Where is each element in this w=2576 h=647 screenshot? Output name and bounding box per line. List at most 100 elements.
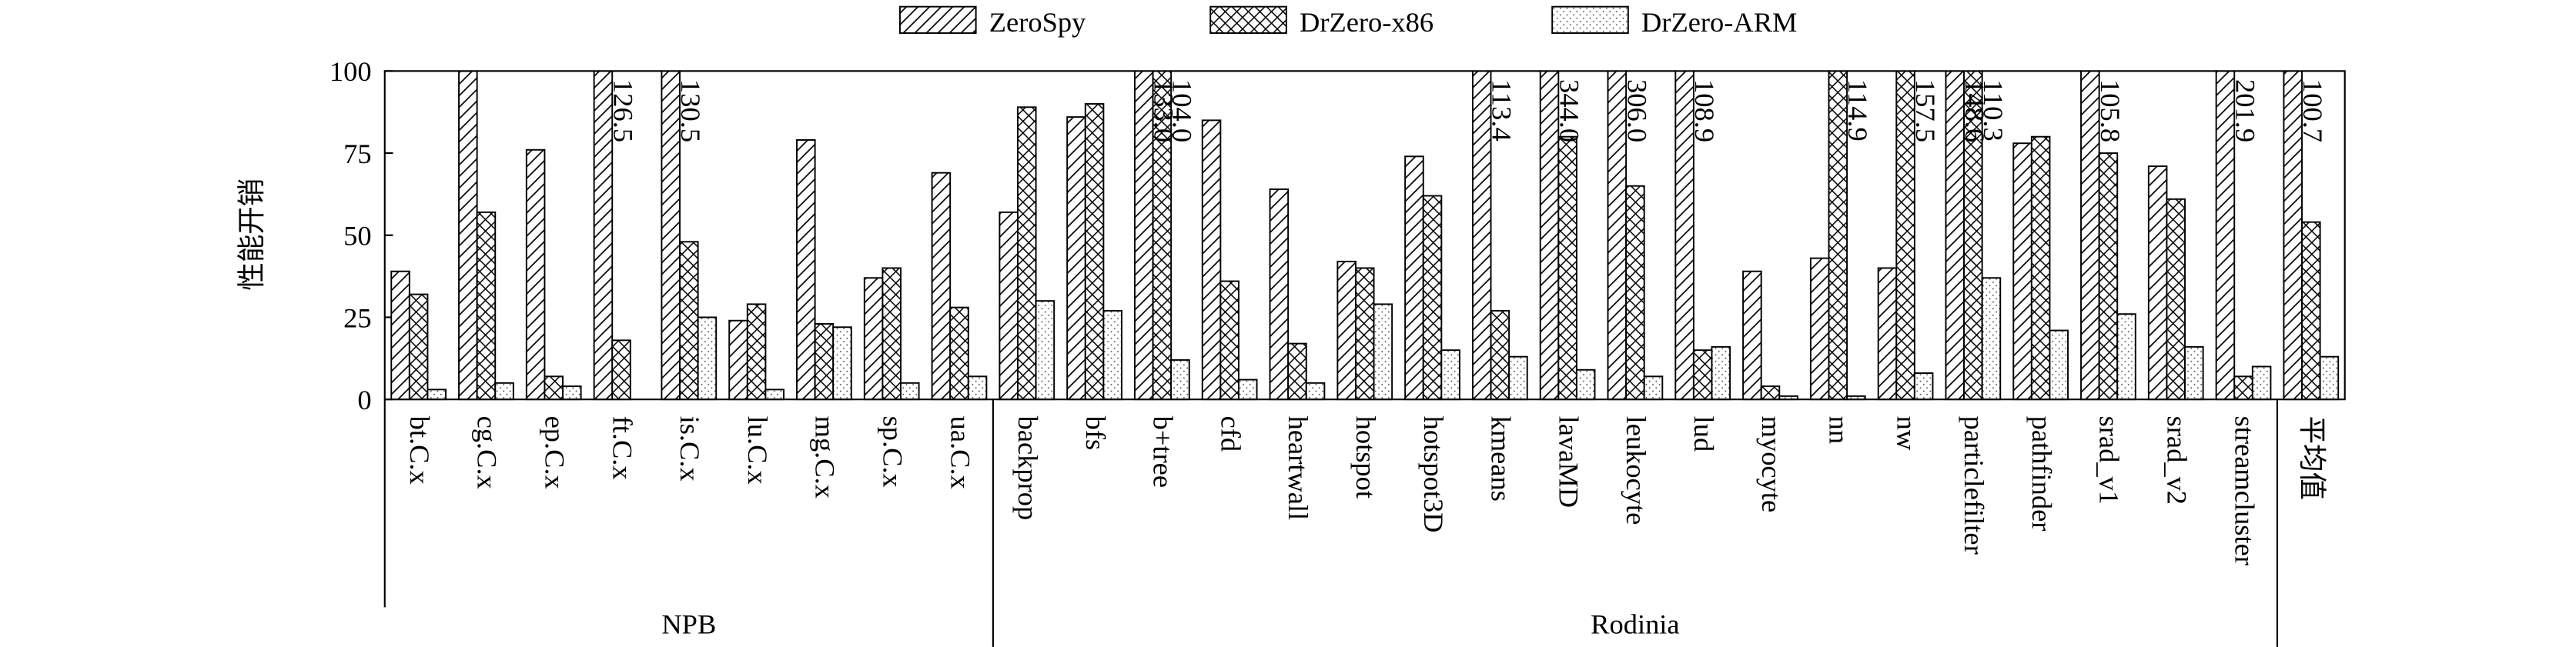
bar [900,382,920,401]
bar [1102,309,1122,401]
x-tick-label: ft.C.x [607,416,637,480]
bar [408,293,429,401]
bar [2166,198,2186,401]
bar [1945,71,1965,401]
bar [661,71,681,401]
bar [544,375,564,401]
x-tick-label: ua.C.x [945,416,975,489]
x-tick-label: nn [1824,416,1855,444]
legend-label: ZeroSpy [989,7,1086,38]
bar [2233,375,2253,401]
bar [1557,135,1577,401]
value-label: 201.9 [2230,79,2260,142]
bar [1305,382,1326,401]
x-tick-label: lud [1688,416,1719,452]
value-label: 100.7 [2297,79,2328,142]
x-tick-label: srad_v1 [2094,416,2125,505]
bar [1287,342,1307,401]
bar [1084,103,1105,401]
bar [494,382,514,401]
bar [2147,165,2168,401]
x-tick-label: hotspot [1350,416,1381,499]
bar [967,375,988,401]
bar [1404,155,1424,401]
bar [1625,185,1645,401]
bar [1539,71,1560,401]
plot-frame [383,70,2346,401]
bar [1237,379,1258,401]
x-tick-label: bt.C.x [404,416,435,485]
x-tick-label: kmeans [1486,416,1517,502]
bar [1201,119,1222,401]
legend-swatch [898,5,977,34]
bar [476,211,497,401]
bar [746,303,767,401]
bar [1575,369,1596,401]
bar [764,389,785,401]
bar [1643,375,1664,401]
bar [1877,267,1898,401]
x-tick-label: nw [1891,416,1922,451]
bar [2012,142,2032,401]
x-tick-label: bfs [1080,416,1111,451]
x-tick-label: lu.C.x [742,416,773,485]
x-tick-label: myocyte [1756,416,1787,513]
x-tick-label: mg.C.x [810,416,841,499]
value-label: 130.5 [675,79,706,142]
bar [1373,303,1393,401]
bar [1269,188,1290,401]
bar [2301,221,2321,401]
bar [2030,135,2051,401]
x-tick-label: is.C.x [674,416,705,482]
x-tick-label: streamcluster [2229,416,2260,565]
bar [1337,260,1357,401]
bar [814,323,835,401]
bar [1508,355,1528,401]
value-label: 126.5 [607,79,638,142]
bars [390,71,2340,401]
x-tick-label: 平均值 [2297,416,2327,500]
bar [949,306,969,401]
bar [1354,267,1375,401]
bar [1913,372,1934,401]
value-label: 344.0 [1554,79,1584,142]
bar [1692,349,1713,401]
bar [458,71,478,401]
x-tick-label: ep.C.x [540,416,570,489]
bar [593,71,614,401]
y-tick-label: 50 [343,221,371,252]
bar [611,339,631,401]
legend-label: DrZero-ARM [1641,7,1797,38]
bar [1490,309,1510,401]
value-label: 114.9 [1842,79,1873,142]
x-tick-label: lavaMD [1553,416,1584,508]
bar [1809,257,1830,401]
bar [525,148,546,401]
y-tick-label: 75 [343,138,371,169]
x-tick-label: particlefilter [1959,416,1989,555]
value-label: 133.0 [1149,79,1179,142]
bar [2184,345,2204,401]
bar [679,241,699,401]
x-tick-label: sp.C.x [877,416,908,488]
value-label: 110.3 [1978,79,2009,142]
x-tick-label: srad_v2 [2162,416,2193,505]
bar [2215,71,2236,401]
bar [2049,329,2069,401]
bar [931,172,952,401]
bar [999,211,1019,401]
bar [2251,365,2272,401]
value-label: 113.4 [1487,79,1517,142]
bar [1895,71,1915,401]
x-tick-label: backprop [1012,416,1043,521]
bar [697,316,718,401]
bar [1760,385,1781,401]
bar [562,385,582,401]
y-tick-label: 100 [330,56,372,87]
bar [1711,345,1731,401]
bar [390,270,410,401]
x-tick-label: cfd [1215,416,1246,452]
bar [832,326,852,401]
bar [1981,277,2002,401]
